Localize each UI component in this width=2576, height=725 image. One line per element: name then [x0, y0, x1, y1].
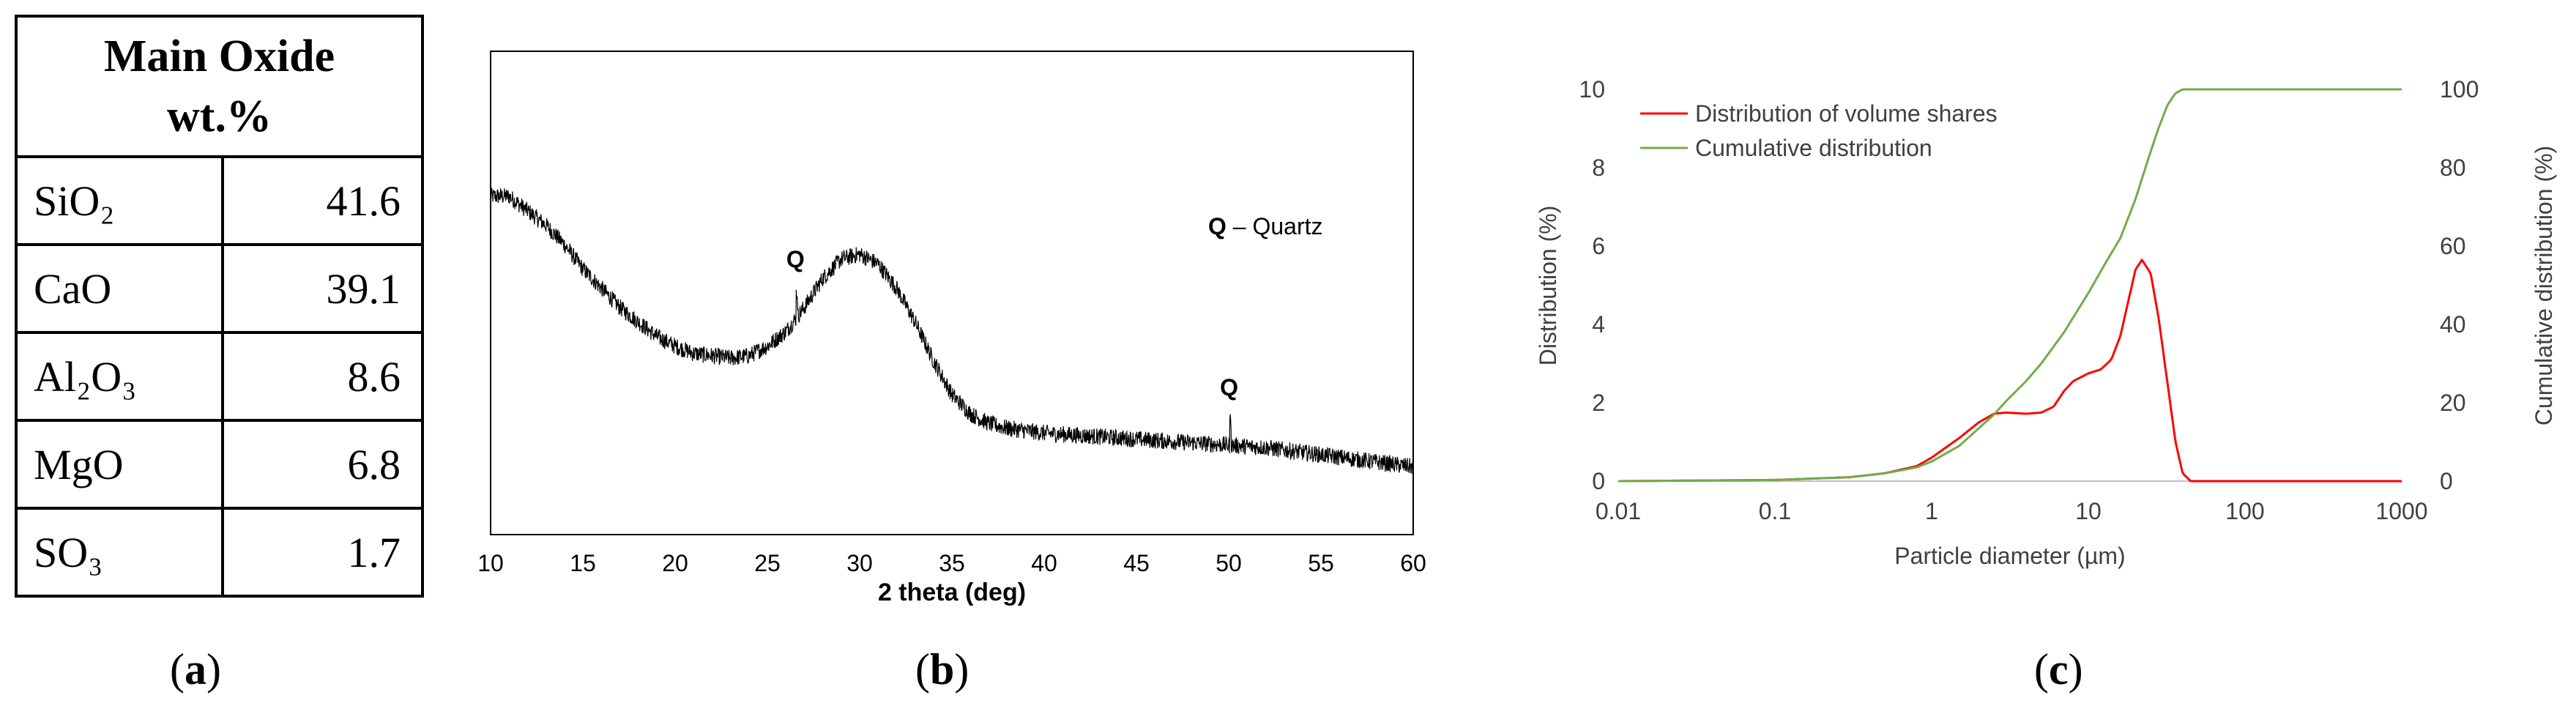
- y-tick-labels: 0 2 4 6 8 10: [1579, 76, 1605, 494]
- y-tick-label: 0: [1592, 468, 1605, 494]
- x-tick-label: 10: [2075, 498, 2102, 524]
- xrd-pattern-line: [490, 187, 1414, 475]
- x-tick-label: 25: [754, 550, 781, 576]
- table-row: CaO 39.1: [15, 243, 424, 334]
- table-row: SiO₂ 41.6: [15, 155, 424, 246]
- x-tick-labels: 0.01 0.1 1 10 100 1000: [1596, 498, 2428, 524]
- x-tick-label: 0.1: [1759, 498, 1791, 524]
- legend-desc: – Quartz: [1226, 213, 1323, 239]
- header-line-1: Main Oxide: [103, 31, 335, 81]
- x-tick-label: 100: [2225, 498, 2264, 524]
- peak-annotations: QQ: [786, 246, 1238, 401]
- particle-size-chart: 0 2 4 6 8 10 0 20 40 60 80 100 0.01 0.1 1 10 100 1000 D…: [1535, 76, 2557, 569]
- x-tick-label: 20: [662, 550, 688, 576]
- x-tick-label: 35: [939, 550, 965, 576]
- oxide-name: Al₂O₃: [15, 331, 224, 422]
- x-tick-label: 0.01: [1596, 498, 1641, 524]
- table-header: Main Oxide wt.%: [15, 15, 424, 158]
- panel-label-a: (a): [170, 645, 221, 694]
- table-row: SO₃ 1.7: [15, 507, 424, 598]
- y-tick-label: 2: [1592, 390, 1605, 416]
- legend-label-cumulative: Cumulative distribution: [1695, 135, 1932, 161]
- oxide-name: CaO: [15, 243, 224, 334]
- oxide-value: 41.6: [221, 155, 424, 246]
- y2-tick-label: 20: [2440, 390, 2466, 416]
- y2-tick-label: 80: [2440, 155, 2466, 181]
- table-row: Al₂O₃ 8.6: [15, 331, 424, 422]
- x-tick-label: 40: [1031, 550, 1057, 576]
- y2-tick-label: 40: [2440, 311, 2466, 338]
- table-row: MgO 6.8: [15, 419, 424, 510]
- oxide-name: SO₃: [15, 507, 224, 598]
- panel-label-b: (b): [915, 645, 969, 694]
- oxide-value: 1.7: [221, 507, 424, 598]
- x-tick-label: 30: [846, 550, 873, 576]
- header-line-2: wt.%: [167, 92, 272, 141]
- y2-tick-label: 100: [2440, 76, 2479, 103]
- x-tick-label: 50: [1216, 550, 1242, 576]
- oxide-value: 6.8: [221, 419, 424, 510]
- x-tick-label: 15: [570, 550, 596, 576]
- cumulative-line: [1618, 88, 2402, 483]
- xrd-legend: Q – Quartz: [1208, 213, 1323, 239]
- x-tick-label: 1: [1925, 498, 1938, 524]
- x-tick-label: 10: [477, 550, 504, 576]
- y-axis-title: Distribution (%): [1535, 206, 1561, 366]
- oxide-value: 8.6: [221, 331, 424, 422]
- xrd-chart: 10 15 20 25 30 35 40 45 50 55 60 QQ Q – Quartz 2 t…: [477, 51, 1426, 606]
- oxide-composition-table: Main Oxide wt.% SiO₂ 41.6 CaO 39.1 Al₂O₃…: [15, 15, 424, 598]
- plot-frame: [490, 51, 1414, 535]
- peak-label: Q: [786, 246, 805, 272]
- table-header-row: Main Oxide wt.%: [15, 15, 424, 158]
- x-tick-labels: 10 15 20 25 30 35 40 45 50 55 60: [477, 550, 1426, 576]
- x-tick-label: 1000: [2375, 498, 2427, 524]
- panel-label-c: (c): [2034, 645, 2083, 694]
- legend-label-distribution: Distribution of volume shares: [1695, 100, 1998, 127]
- y-tick-label: 4: [1592, 311, 1605, 338]
- oxide-value: 39.1: [221, 243, 424, 334]
- distribution-line: [1618, 258, 2402, 483]
- y-tick-label: 8: [1592, 155, 1605, 181]
- x-tick-label: 60: [1400, 550, 1426, 576]
- y-tick-label: 6: [1592, 233, 1605, 259]
- x-tick-label: 45: [1123, 550, 1150, 576]
- y-tick-label: 10: [1579, 76, 1605, 103]
- x-tick-label: 55: [1308, 550, 1334, 576]
- oxide-name: MgO: [15, 419, 224, 510]
- legend-key: Q: [1208, 213, 1226, 239]
- y2-tick-label: 60: [2440, 233, 2466, 259]
- y2-axis-title: Cumulative distribution (%): [2531, 146, 2557, 425]
- oxide-name: SiO₂: [15, 155, 224, 246]
- x-axis-title: Particle diameter (µm): [1894, 543, 2125, 569]
- legend: Distribution of volume shares Cumulative…: [1640, 100, 1998, 161]
- peak-label: Q: [1220, 374, 1238, 401]
- x-axis-title: 2 theta (deg): [878, 579, 1026, 606]
- y2-tick-label: 0: [2440, 468, 2453, 494]
- y2-tick-labels: 0 20 40 60 80 100: [2440, 76, 2479, 494]
